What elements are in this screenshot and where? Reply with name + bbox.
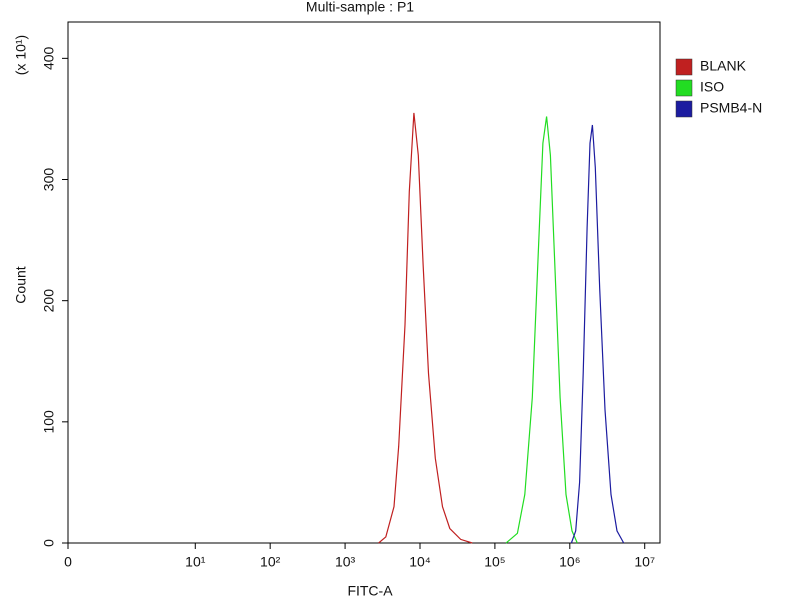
x-tick-label: 10³ bbox=[335, 554, 356, 570]
plot-frame bbox=[67, 21, 661, 544]
x-tick-label: 0 bbox=[64, 554, 72, 570]
y-tick-label: 100 bbox=[41, 410, 57, 434]
legend-swatch bbox=[675, 58, 693, 76]
histogram-line bbox=[378, 112, 473, 544]
legend-label: BLANK bbox=[700, 58, 747, 74]
legend-swatch bbox=[675, 79, 693, 97]
histogram-line bbox=[570, 124, 625, 544]
y-tick-label: 300 bbox=[41, 168, 57, 192]
legend-label: ISO bbox=[700, 79, 724, 95]
legend-label: PSMB4-N bbox=[700, 100, 762, 116]
x-tick-label: 10² bbox=[260, 554, 281, 570]
x-tick-label: 10⁴ bbox=[409, 554, 431, 570]
y-tick-label: 200 bbox=[41, 289, 57, 313]
y-tick-label: 0 bbox=[41, 539, 57, 547]
x-tick-label: 10⁷ bbox=[634, 554, 655, 570]
x-tick-label: 10⁵ bbox=[484, 554, 505, 570]
x-tick-label: 10¹ bbox=[185, 554, 206, 570]
x-tick-label: 10⁶ bbox=[559, 554, 580, 570]
y-multiplier-label: (x 10¹) bbox=[13, 35, 29, 75]
histogram-line bbox=[505, 116, 578, 544]
y-tick-label: 400 bbox=[41, 46, 57, 70]
chart-title: Multi-sample : P1 bbox=[306, 0, 414, 15]
x-axis-label: FITC-A bbox=[347, 583, 393, 599]
y-axis-label: Count bbox=[13, 266, 29, 303]
legend-swatch bbox=[675, 100, 693, 118]
